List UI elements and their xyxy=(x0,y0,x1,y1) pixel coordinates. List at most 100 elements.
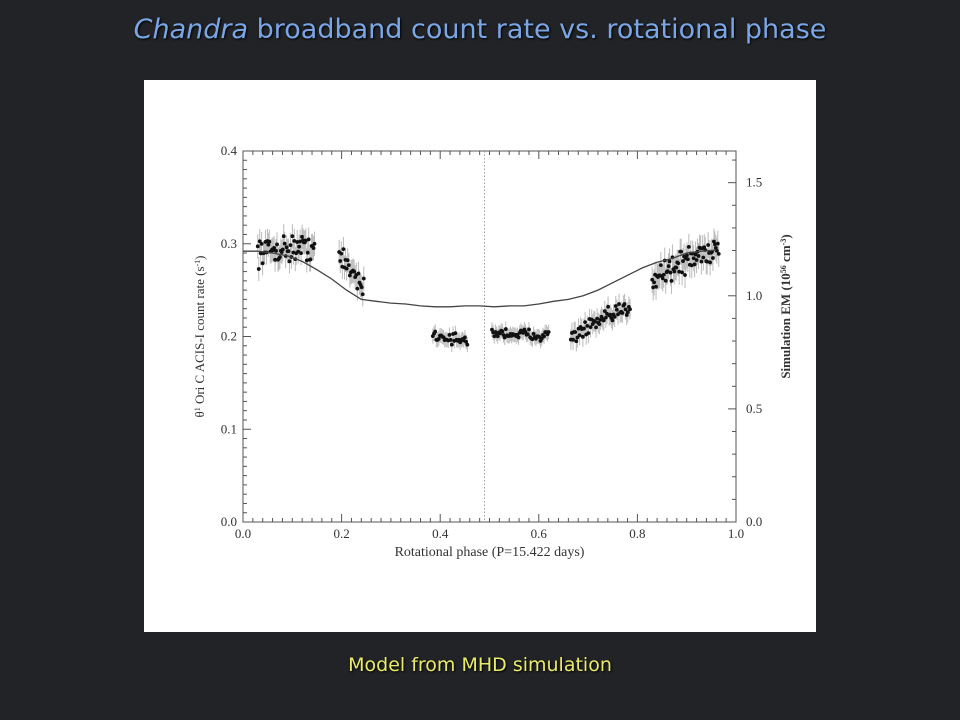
data-point xyxy=(601,318,606,323)
data-point xyxy=(463,335,467,340)
data-point xyxy=(361,276,366,281)
model-curve xyxy=(243,249,717,308)
data-point xyxy=(715,241,720,246)
data-point xyxy=(282,241,287,246)
data-point xyxy=(300,234,304,239)
data-point xyxy=(297,244,302,249)
data-point xyxy=(436,336,441,341)
data-point xyxy=(691,256,696,261)
data-point xyxy=(312,241,317,246)
data-point xyxy=(663,278,668,283)
slide-caption: Model from MHD simulation xyxy=(348,654,612,676)
data-point xyxy=(525,332,530,337)
data-point xyxy=(292,238,297,243)
data-point xyxy=(606,304,610,309)
data-point xyxy=(582,326,586,331)
data-point xyxy=(683,273,687,277)
data-point xyxy=(344,266,349,271)
data-point xyxy=(668,270,673,275)
data-point xyxy=(284,245,289,250)
data-point xyxy=(295,240,300,244)
data-point xyxy=(275,242,279,247)
data-point xyxy=(449,342,454,347)
data-point xyxy=(516,335,521,340)
data-point xyxy=(674,265,679,270)
data-point xyxy=(280,247,285,252)
data-point xyxy=(590,322,595,326)
data-point xyxy=(661,272,666,277)
data-point xyxy=(628,307,632,312)
axis-label-part: ) xyxy=(778,234,793,238)
data-point xyxy=(345,258,350,263)
data-point xyxy=(492,334,497,339)
data-point xyxy=(620,311,625,315)
data-point xyxy=(360,292,365,297)
data-point xyxy=(716,251,721,256)
data-point xyxy=(699,259,704,264)
data-point xyxy=(341,247,346,252)
x-tick-label: 0.8 xyxy=(629,526,645,541)
data-point xyxy=(681,259,685,263)
data-point xyxy=(706,243,711,247)
y-axis-label: θ1 Ori C ACIS-I count rate (s-1) xyxy=(192,255,207,417)
axis-label-part: ) xyxy=(192,255,207,259)
data-point xyxy=(622,302,627,306)
data-point xyxy=(500,329,505,334)
data-point xyxy=(539,336,544,341)
data-point xyxy=(577,333,582,338)
data-point xyxy=(355,286,360,291)
data-point xyxy=(685,253,689,258)
data-point xyxy=(585,323,590,328)
data-point xyxy=(689,263,694,268)
data-point xyxy=(255,244,260,249)
data-point xyxy=(666,264,671,269)
data-point xyxy=(583,320,587,325)
data-point xyxy=(613,304,618,308)
data-point xyxy=(586,331,591,336)
count-rate-chart: 0.0 0.2 0.4 0.6 0.8 1.00.00.10.20.30.40.00.51… xyxy=(192,143,793,560)
axis-label-part: Ori C ACIS-I count rate (s xyxy=(192,266,207,407)
x-tick-label: 0.4 xyxy=(432,526,449,541)
y2-tick-label: 1.0 xyxy=(746,288,762,303)
data-point xyxy=(260,261,265,266)
data-point xyxy=(339,251,344,256)
data-point xyxy=(546,330,551,334)
data-point xyxy=(658,263,663,268)
x-tick-label: 0.6 xyxy=(531,526,548,541)
data-point xyxy=(711,256,715,260)
axis-label-superscript: 56 xyxy=(779,265,788,273)
axis-label-superscript: -3 xyxy=(779,239,788,246)
data-point xyxy=(680,270,684,275)
data-point xyxy=(291,250,296,255)
data-point xyxy=(610,318,615,323)
data-point xyxy=(676,261,681,266)
data-point xyxy=(597,322,602,326)
x-tick-label: 0.0 xyxy=(235,526,251,541)
data-point xyxy=(338,259,343,263)
y2-axis-label: Simulation EM (1056 cm-3) xyxy=(778,234,793,378)
data-point xyxy=(287,259,292,264)
data-point xyxy=(281,234,286,239)
data-point xyxy=(588,325,593,330)
data-point xyxy=(347,273,352,278)
y2-tick-label: 0.0 xyxy=(746,514,762,529)
data-point xyxy=(651,285,656,290)
data-point xyxy=(677,269,682,274)
data-point xyxy=(612,314,617,319)
data-point xyxy=(696,254,701,258)
data-point xyxy=(665,269,670,274)
data-point xyxy=(299,251,303,256)
data-point xyxy=(503,327,508,331)
data-point xyxy=(571,337,575,342)
y-tick-label: 0.1 xyxy=(221,421,237,436)
data-point xyxy=(608,312,613,317)
data-point xyxy=(574,339,579,344)
data-point xyxy=(433,329,438,334)
data-point xyxy=(447,333,452,337)
data-point xyxy=(593,319,597,324)
data-point xyxy=(256,267,261,271)
data-point xyxy=(595,316,600,321)
y-tick-label: 0.4 xyxy=(221,143,238,158)
data-point xyxy=(453,331,458,336)
data-point xyxy=(669,279,674,283)
